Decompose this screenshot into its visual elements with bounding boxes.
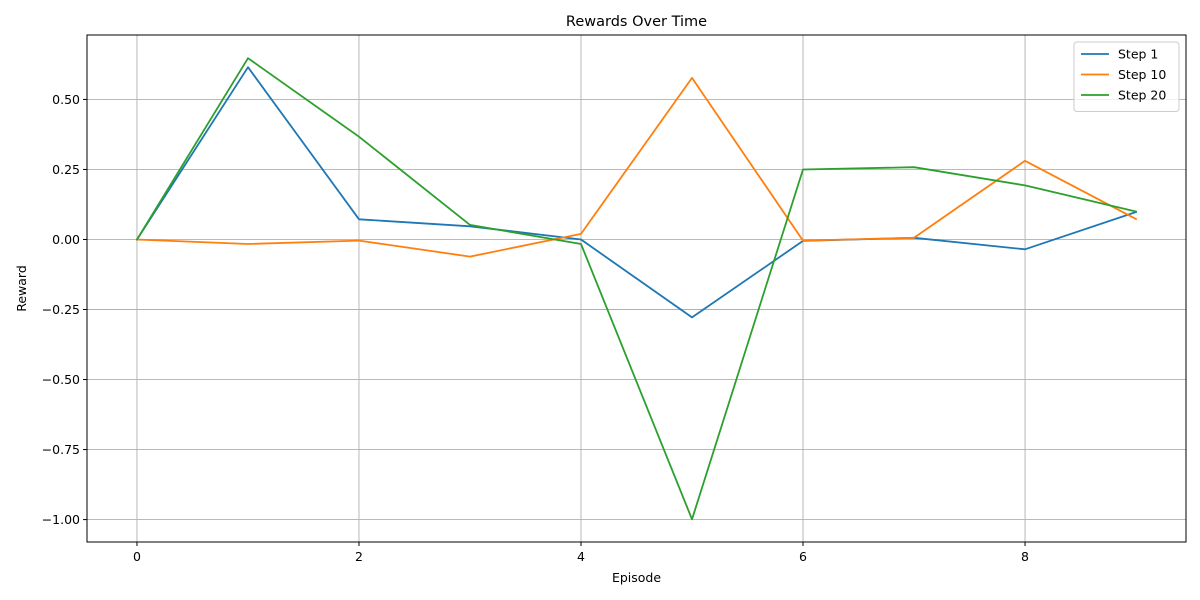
y-tick-label: −0.75	[42, 442, 80, 457]
plot-frame	[86, 34, 1187, 543]
x-axis-label: Episode	[612, 570, 661, 585]
x-tick-label: 2	[355, 549, 363, 564]
y-tick-label: −0.50	[42, 372, 80, 387]
x-tick-label: 0	[133, 549, 141, 564]
grid-lines	[87, 35, 1186, 542]
y-tick-label: 0.50	[52, 92, 80, 107]
y-tick-label: −1.00	[42, 512, 80, 527]
series-line-step-20	[135, 57, 1138, 521]
y-axis-label: Reward	[14, 265, 29, 312]
axis-ticks: 0 2 4 6 8 −1.00 −0.75 −0.50 −0.25 0.00 0.25 0.50	[42, 92, 1029, 564]
y-tick-label: 0.25	[52, 162, 80, 177]
x-tick-label: 6	[799, 549, 807, 564]
chart-title: Rewards Over Time	[566, 14, 707, 30]
x-tick-label: 4	[577, 549, 585, 564]
legend-label: Step 20	[1118, 88, 1166, 103]
y-tick-label: −0.25	[42, 302, 80, 317]
series-lines	[135, 57, 1138, 521]
legend-label: Step 10	[1118, 67, 1166, 82]
legend: Step 1 Step 10 Step 20	[1073, 41, 1180, 112]
series-line-step-10	[136, 77, 1138, 258]
x-tick-label: 8	[1021, 549, 1029, 564]
legend-label: Step 1	[1118, 47, 1158, 62]
y-tick-label: 0.00	[52, 232, 80, 247]
series-line-step-1	[135, 66, 1138, 319]
